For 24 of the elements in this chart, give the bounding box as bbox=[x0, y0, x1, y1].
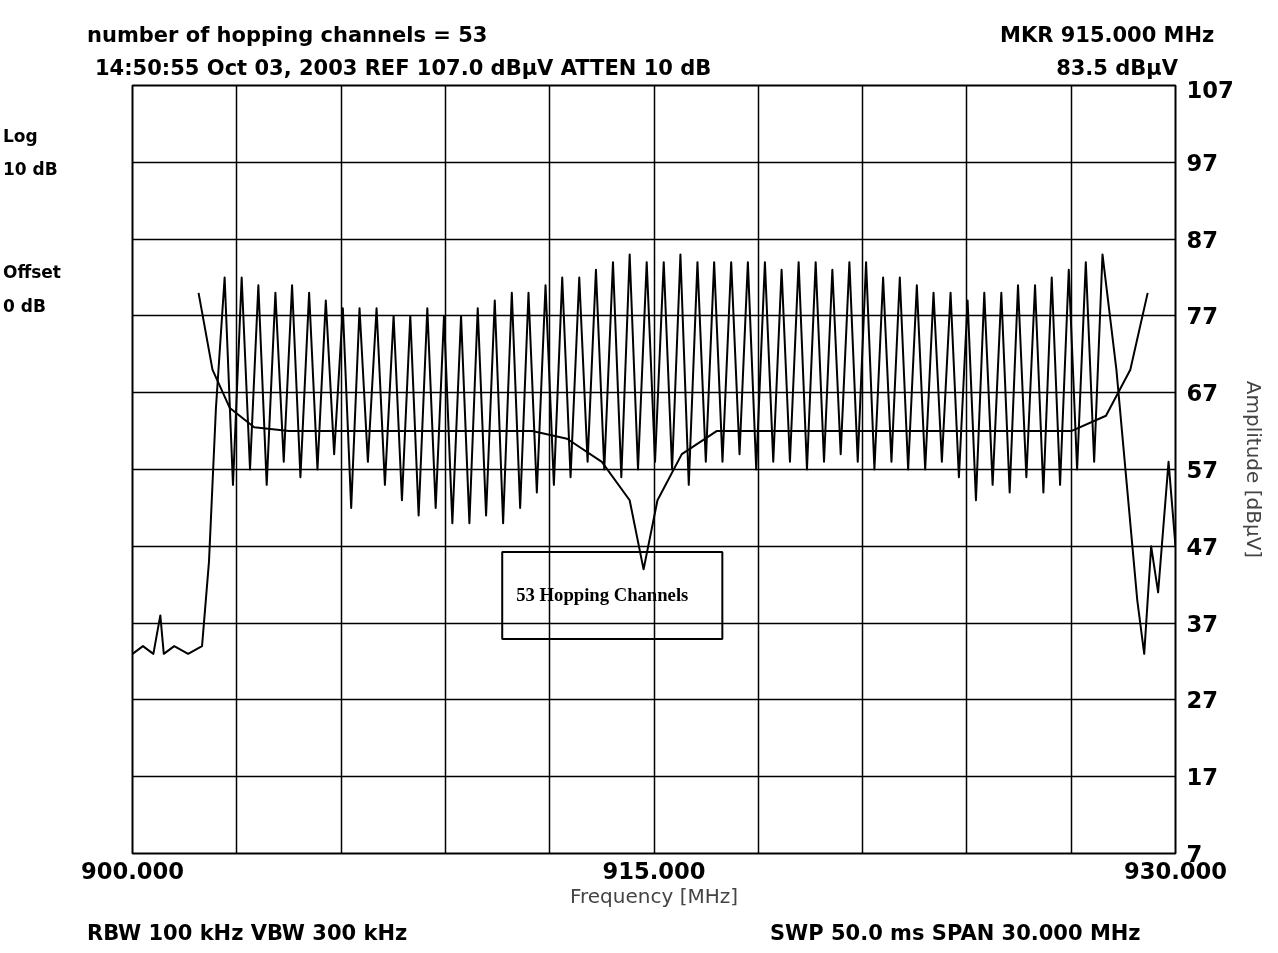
text: Log bbox=[3, 125, 38, 148]
y-tick-label: 67 bbox=[1186, 380, 1219, 407]
text: 0 dB bbox=[3, 295, 46, 318]
y-tick-label: 77 bbox=[1186, 303, 1219, 330]
y-tick-label: 37 bbox=[1186, 610, 1219, 637]
x-axis-title: Frequency [MHz] bbox=[569, 883, 739, 908]
text: 10 dB bbox=[3, 158, 58, 181]
chart-title: number of hopping channels = 53 bbox=[87, 22, 488, 49]
y-tick-label: 57 bbox=[1186, 457, 1219, 483]
text: 83.5 dBµV bbox=[1056, 55, 1178, 82]
text: RBW 100 kHz VBW 300 kHz bbox=[87, 920, 408, 947]
y-tick-label: 47 bbox=[1186, 533, 1219, 560]
x-tick-label: 915.000 bbox=[602, 857, 706, 884]
text: Offset bbox=[3, 261, 61, 284]
y-tick-label: 27 bbox=[1186, 687, 1219, 714]
y-axis-title: Amplitude [dBµV] bbox=[1241, 380, 1266, 559]
chart-subtitle: 14:50:55 Oct 03, 2003 REF 107.0 dBµV ATTEN 10 dB bbox=[95, 55, 712, 82]
y-tick-label: 87 bbox=[1186, 226, 1219, 253]
y-tick-label: 97 bbox=[1186, 149, 1219, 176]
y-tick-label: 17 bbox=[1186, 764, 1219, 791]
text: MKR 915.000 MHz bbox=[1000, 22, 1215, 49]
text: SWP 50.0 ms SPAN 30.000 MHz bbox=[770, 920, 1141, 947]
x-tick-label: 900.000 bbox=[80, 857, 185, 884]
y-tick-label: 107 bbox=[1186, 76, 1234, 103]
